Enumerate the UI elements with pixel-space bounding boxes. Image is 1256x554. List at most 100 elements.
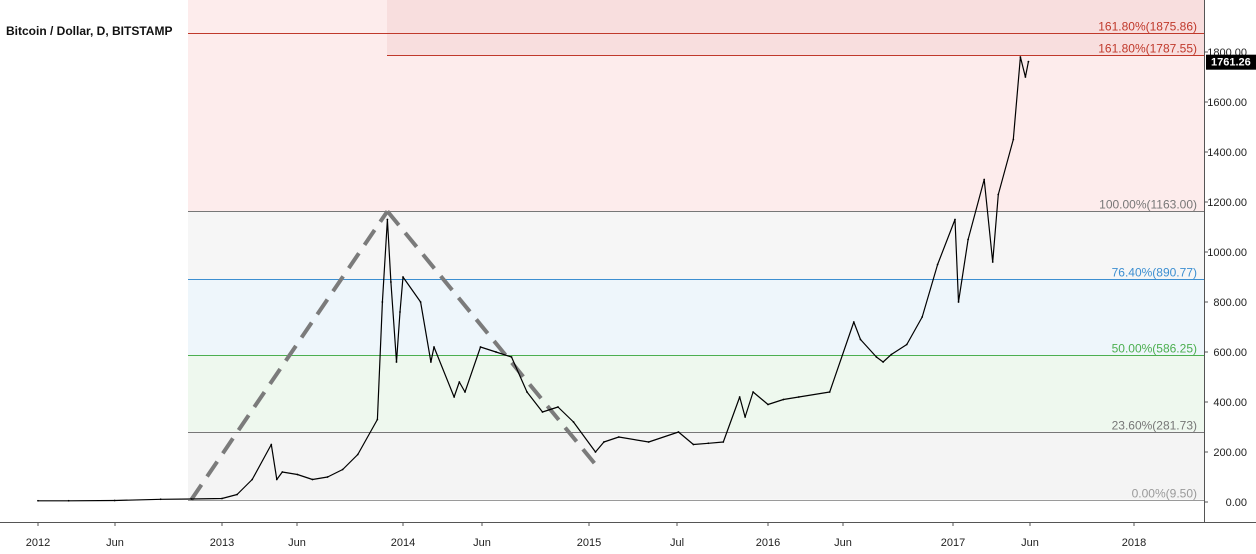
- fib-label: 50.00%(586.25): [1112, 342, 1197, 356]
- price-point: [991, 261, 994, 263]
- y-tick-label: 1600.00: [1207, 97, 1247, 109]
- x-tick-label: 2017: [941, 537, 965, 549]
- price-point: [251, 478, 254, 481]
- price-point: [326, 476, 329, 478]
- price-point: [402, 276, 404, 278]
- price-point: [541, 411, 544, 413]
- fib-label: 161.80%(1875.86): [1098, 20, 1197, 34]
- x-tick-label: 2012: [26, 537, 50, 549]
- price-point: [828, 391, 831, 393]
- price-point: [603, 441, 605, 443]
- x-tick-label: Jul: [670, 537, 684, 549]
- price-point: [495, 351, 497, 353]
- price-point: [458, 381, 461, 383]
- price-point: [270, 443, 273, 446]
- fib-zone-extension-top: [387, 0, 1204, 56]
- price-point: [37, 499, 39, 502]
- chart-title: Bitcoin / Dollar, D, BITSTAMP: [6, 24, 173, 38]
- fib-zone-50-236: [188, 355, 1204, 432]
- price-point: [341, 468, 344, 471]
- price-point: [882, 361, 885, 363]
- price-point: [744, 416, 747, 418]
- price-point: [936, 263, 939, 266]
- price-point: [433, 346, 435, 348]
- y-tick-label: 800.00: [1213, 297, 1247, 309]
- price-point: [905, 343, 908, 346]
- price-point: [356, 453, 359, 456]
- price-point: [526, 391, 528, 393]
- fib-levels: [188, 33, 1204, 501]
- price-point: [221, 497, 223, 500]
- x-tick-label: Jun: [473, 537, 491, 549]
- price-point: [296, 473, 299, 476]
- price-point: [381, 301, 384, 303]
- price-point: [67, 499, 70, 502]
- price-point: [852, 321, 855, 323]
- price-point: [311, 478, 314, 481]
- price-point: [399, 311, 401, 313]
- price-point: [967, 238, 969, 241]
- price-point: [1024, 76, 1027, 78]
- fib-zone-100-764: [188, 211, 1204, 280]
- price-point: [921, 316, 924, 318]
- trend-line: [189, 210, 390, 501]
- price-point: [594, 451, 597, 453]
- price-point: [572, 421, 575, 423]
- fib-zones: [188, 0, 1204, 500]
- price-point: [376, 418, 379, 421]
- price-point: [113, 499, 116, 502]
- y-tick-label: 1200.00: [1207, 197, 1247, 209]
- price-point: [859, 338, 862, 341]
- price-point: [419, 301, 422, 303]
- price-point: [510, 356, 513, 358]
- price-point: [983, 178, 986, 181]
- y-tick-label: 400.00: [1213, 397, 1247, 409]
- price-point: [647, 441, 650, 443]
- price-point: [738, 396, 741, 398]
- fib-zone-764-50: [188, 279, 1204, 356]
- price-point: [767, 403, 769, 406]
- price-point: [1019, 56, 1022, 58]
- price-point: [782, 398, 785, 401]
- price-point: [275, 478, 278, 481]
- x-tick-label: Jun: [106, 537, 124, 549]
- y-tick-label: 600.00: [1213, 347, 1247, 359]
- fib-label: 76.40%(890.77): [1112, 266, 1197, 280]
- price-point: [617, 436, 620, 438]
- x-tick-label: 2016: [756, 537, 780, 549]
- x-tick-label: Jun: [288, 537, 306, 549]
- price-point: [707, 442, 710, 445]
- fib-label: 0.00%(9.50): [1132, 487, 1197, 501]
- price-point: [997, 193, 1000, 196]
- price-point: [797, 396, 800, 398]
- price-point: [281, 471, 284, 473]
- price-point: [557, 406, 559, 408]
- x-tick-label: 2018: [1122, 537, 1146, 549]
- price-point: [957, 301, 960, 303]
- price-point: [890, 353, 893, 356]
- last-price-label: 1761.26: [1211, 57, 1251, 69]
- price-series: [37, 56, 1030, 502]
- price-point: [1012, 138, 1015, 141]
- fib-label: 23.60%(281.73): [1112, 419, 1197, 433]
- x-tick-label: Jun: [834, 537, 852, 549]
- price-point: [954, 218, 956, 221]
- y-tick-label: 200.00: [1213, 447, 1247, 459]
- price-point: [395, 361, 398, 363]
- price-point: [1027, 60, 1030, 63]
- price-point: [752, 391, 754, 393]
- y-tick-label: 1000.00: [1207, 247, 1247, 259]
- x-tick-label: 2015: [577, 537, 601, 549]
- price-point: [479, 346, 482, 348]
- price-point: [430, 361, 432, 363]
- x-tick-label: 2013: [210, 537, 234, 549]
- price-point: [677, 431, 680, 433]
- price-point: [390, 281, 392, 283]
- fib-zone-236-0: [188, 431, 1204, 500]
- price-point: [453, 396, 456, 398]
- price-point: [464, 391, 466, 393]
- x-tick-label: 2014: [391, 537, 415, 549]
